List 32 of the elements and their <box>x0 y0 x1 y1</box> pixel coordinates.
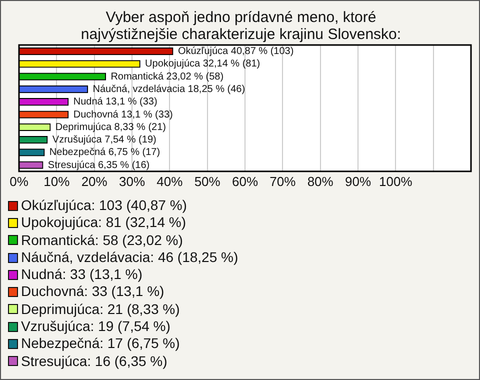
legend-label: Náučná, vzdelávacia: 46 (18,25 %) <box>21 248 238 266</box>
data-label: Vzrušujúca 7,54 % (19) <box>52 134 156 146</box>
legend-label: Vzrušujúca: 19 (7,54 %) <box>21 318 170 336</box>
x-tick-label: 0% <box>10 174 29 189</box>
legend-label: Duchovná: 33 (13,1 %) <box>21 283 164 301</box>
x-tick-label: 20% <box>81 174 108 189</box>
x-tick-label: 100% <box>379 174 413 189</box>
data-label: Deprimujúca 8,33 % (21) <box>55 122 166 133</box>
x-tick-label: 60% <box>232 174 258 189</box>
x-tick-label: 10% <box>44 174 70 189</box>
data-label: Náučná, vzdelávacia 18,25 % (46) <box>92 84 246 95</box>
legend-label: Nudná: 33 (13,1 %) <box>21 266 142 284</box>
x-tick-label: 30% <box>118 174 146 189</box>
legend-label: Stresujúca: 16 (6,35 %) <box>21 352 168 370</box>
legend-label: Deprimujúca: 21 (8,33 %) <box>21 300 180 318</box>
data-label: Stresujúca 6,35 % (16) <box>48 160 150 171</box>
data-label: Duchovná 13,1 % (33) <box>73 109 173 120</box>
legend-label: Nebezpečná: 17 (6,75 %) <box>21 335 180 353</box>
data-label: Nudná 13,1 % (33) <box>73 96 158 108</box>
data-label: Upokojujúca 32,14 % (81) <box>145 58 260 70</box>
legend-label: Okúzľujúca: 103 (40,87 %) <box>21 197 187 214</box>
data-label: Okúzľujúca 40,87 % (103) <box>178 46 294 58</box>
chart-title: Vyber aspoň jedno prídavné meno, ktoré najvýstižnejšie charakterizuje krajinu Slovensko: <box>80 9 402 43</box>
x-tick-label: 70% <box>270 174 296 189</box>
x-tick-label: 40% <box>156 174 184 189</box>
data-label: Romantická 23,02 % (58) <box>110 71 224 82</box>
x-tick-label: 90% <box>344 174 372 189</box>
legend-label: Upokojujúca: 81 (32,14 %) <box>21 214 186 232</box>
x-tick-label: 50% <box>194 174 221 189</box>
legend-label: Romantická: 58 (23,02 %) <box>21 232 183 249</box>
x-tick-label: 80% <box>307 174 334 189</box>
data-label: Nebezpečná 6,75 % (17) <box>49 147 160 158</box>
